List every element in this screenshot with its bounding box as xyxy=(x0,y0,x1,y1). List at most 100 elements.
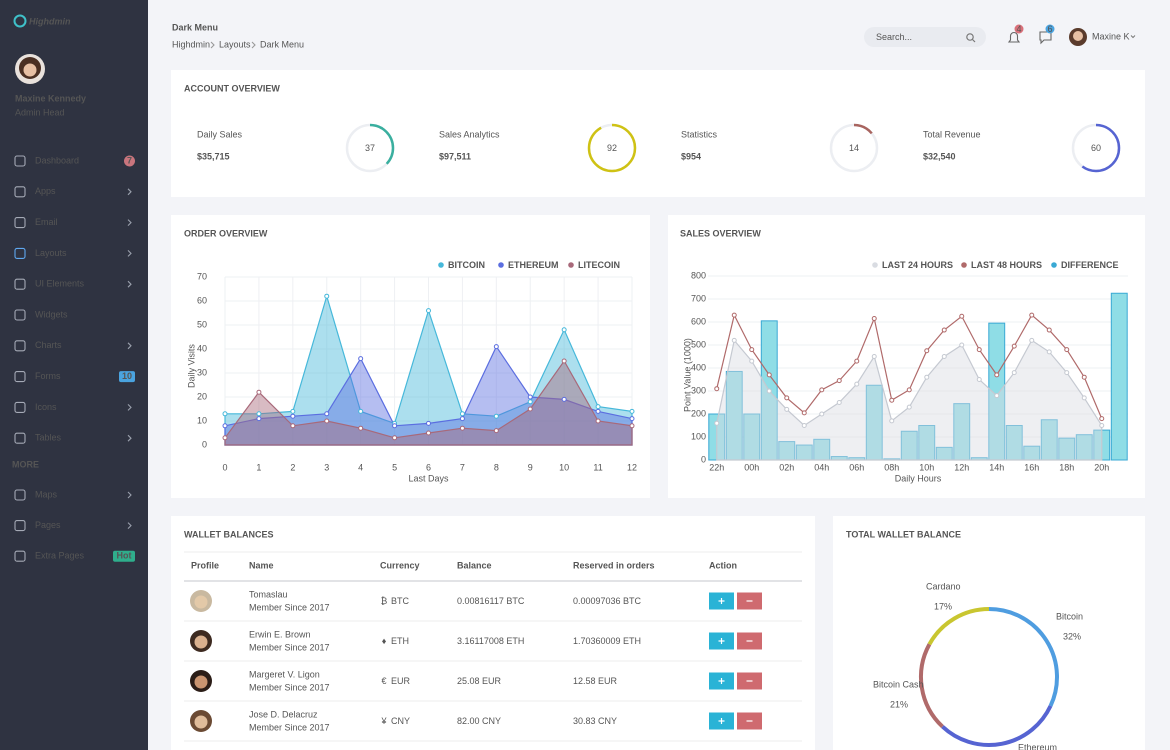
x-tick-label: 10 xyxy=(559,462,569,472)
plus-icon xyxy=(718,638,725,644)
y-axis-label: Daily Visits xyxy=(186,344,196,388)
data-point xyxy=(459,416,465,422)
wallet-card xyxy=(171,516,815,750)
user-name: Maxine Kennedy xyxy=(15,93,86,103)
menu-icon xyxy=(14,217,26,229)
balance: 3.16117008 ETH xyxy=(457,636,524,646)
data-point xyxy=(801,423,807,428)
profile-avatar-face xyxy=(194,635,208,649)
menu-item[interactable]: Extra Pages xyxy=(35,551,85,561)
column-header: Currency xyxy=(380,560,420,570)
data-point xyxy=(1081,374,1087,380)
gauge-arc xyxy=(345,123,395,173)
search-icon-handle xyxy=(972,39,976,43)
data-point xyxy=(629,416,635,422)
y-tick-label: 20 xyxy=(197,391,207,401)
y-tick-label: 10 xyxy=(197,415,207,425)
data-point xyxy=(1099,416,1105,422)
currency: CNY xyxy=(391,716,410,726)
card-title: ACCOUNT OVERVIEW xyxy=(184,83,280,93)
legend-marker xyxy=(872,262,878,268)
reserved: 0.00097036 BTC xyxy=(573,596,642,606)
x-tick-label: 0 xyxy=(222,462,227,472)
data-point xyxy=(459,425,465,431)
menu-chevron xyxy=(127,491,132,499)
x-tick-label: 4 xyxy=(358,462,363,472)
menu-item[interactable]: Tables xyxy=(35,433,62,443)
menu-item[interactable]: UI Elements xyxy=(35,279,85,289)
user-role: Admin Head xyxy=(15,107,65,117)
plus-icon xyxy=(718,598,725,604)
search-box[interactable] xyxy=(864,27,986,47)
legend-marker xyxy=(498,262,504,268)
menu-badge-text: 7 xyxy=(127,155,132,165)
menu-icon xyxy=(14,278,26,290)
account-card xyxy=(171,70,1145,197)
data-point xyxy=(784,406,790,412)
menu-item[interactable]: Apps xyxy=(35,186,56,196)
y-tick-label: 700 xyxy=(691,293,706,303)
data-point xyxy=(1064,370,1070,376)
menu-item[interactable]: Layouts xyxy=(35,248,67,258)
menu-badge-text: Hot xyxy=(117,551,132,561)
data-point xyxy=(731,312,737,318)
menu-icon xyxy=(14,520,26,532)
x-axis-label: Last Days xyxy=(408,473,449,483)
legend-marker xyxy=(568,262,574,268)
gauge-label: 60 xyxy=(1091,143,1101,153)
data-point xyxy=(1029,312,1035,318)
user-avatar-face xyxy=(1073,31,1083,41)
data-point xyxy=(459,411,465,417)
user-menu-name[interactable]: Maxine K xyxy=(1092,31,1130,41)
data-point xyxy=(358,425,364,431)
y-tick-label: 100 xyxy=(691,431,706,441)
menu-item[interactable]: Widgets xyxy=(35,309,68,319)
data-point xyxy=(749,347,755,353)
menu-chevron xyxy=(127,404,132,411)
data-point xyxy=(766,372,772,378)
stat-label: Daily Sales xyxy=(197,129,243,139)
data-point xyxy=(527,394,533,400)
column-header: Reserved in orders xyxy=(573,560,655,570)
menu-item[interactable]: Charts xyxy=(35,340,62,350)
search-placeholder: Search... xyxy=(876,32,912,42)
menu-item[interactable]: Pages xyxy=(35,520,61,530)
menu-icon xyxy=(14,309,26,321)
data-point xyxy=(836,400,842,405)
data-point xyxy=(871,354,877,359)
member-name: Tomaslau xyxy=(249,589,288,599)
y-tick-label: 200 xyxy=(691,408,706,418)
data-point xyxy=(906,387,912,393)
x-tick-label: 10h xyxy=(919,462,934,472)
data-point xyxy=(819,411,825,417)
stat-value: $97,511 xyxy=(439,151,471,161)
bell-icon[interactable] xyxy=(1007,31,1021,43)
menu-item[interactable]: Forms xyxy=(35,371,61,381)
menu-item[interactable]: Dashboard xyxy=(35,155,79,165)
message-badge xyxy=(1045,24,1055,34)
data-point xyxy=(595,408,601,414)
member-since: Member Since 2017 xyxy=(249,642,330,652)
data-point xyxy=(871,316,877,322)
menu-icon xyxy=(14,247,26,259)
x-tick-label: 6 xyxy=(426,462,431,472)
card-title: SALES OVERVIEW xyxy=(680,228,761,238)
breadcrumb-item[interactable]: Highdmin xyxy=(172,39,210,49)
data-point xyxy=(924,374,930,380)
data-point xyxy=(836,378,842,384)
data-point xyxy=(994,372,1000,378)
menu-item[interactable]: Maps xyxy=(35,489,58,499)
gauge-arc xyxy=(1071,123,1121,173)
segment-label: Ethereum xyxy=(1018,742,1057,750)
message-count: 6 xyxy=(1047,24,1052,34)
menu-item[interactable]: Email xyxy=(35,217,58,227)
y-tick-label: 0 xyxy=(202,439,207,449)
menu-chevron xyxy=(127,219,132,226)
legend-label: ETHEREUM xyxy=(508,260,559,270)
x-tick-label: 1 xyxy=(256,462,261,472)
total-wallet-card xyxy=(833,516,1145,750)
data-point xyxy=(714,420,720,426)
menu-item[interactable]: Icons xyxy=(35,402,57,412)
notification-count: 4 xyxy=(1016,24,1021,34)
breadcrumb-item[interactable]: Layouts xyxy=(219,39,251,49)
